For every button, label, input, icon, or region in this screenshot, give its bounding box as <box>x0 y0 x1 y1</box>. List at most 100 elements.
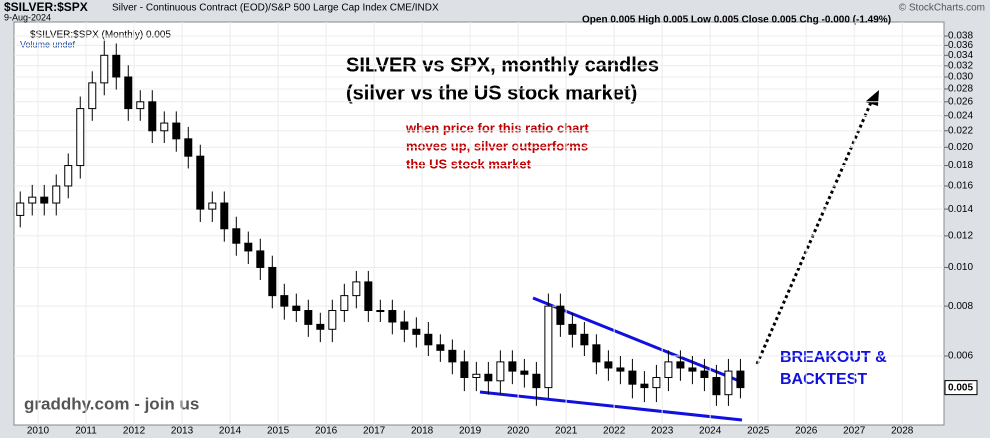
y-tick-label: 0.026 <box>948 96 973 107</box>
candle-body <box>88 82 97 110</box>
note-line: the US stock market <box>406 156 532 171</box>
x-tick-label: 2010 <box>27 426 50 437</box>
candle-body <box>196 155 205 210</box>
x-tick-label: 2016 <box>315 426 338 437</box>
candle-body <box>580 333 589 346</box>
candle-body <box>592 344 601 363</box>
watermark: graddhy.com - join us <box>24 394 199 413</box>
candle-body <box>604 361 613 369</box>
candle-body <box>304 310 313 325</box>
candle-body <box>688 367 697 372</box>
y-tick-label: 0.028 <box>948 84 973 95</box>
candle-body <box>508 361 517 372</box>
candle-body <box>352 281 361 297</box>
y-tick-label: 0.018 <box>948 160 973 171</box>
y-tick-label: 0.030 <box>948 72 973 83</box>
candle-body <box>700 370 709 379</box>
x-tick-label: 2028 <box>891 426 914 437</box>
description: Silver - Continuous Contract (EOD)/S&P 5… <box>112 3 439 14</box>
volume-label: Volume undef <box>20 39 76 49</box>
candle-body <box>316 323 325 330</box>
candle-body <box>520 370 529 375</box>
candle-body <box>208 202 217 210</box>
candle-body <box>124 76 133 110</box>
candle-body <box>172 122 181 140</box>
y-tick-label: 0.032 <box>948 60 973 71</box>
x-tick-label: 2011 <box>75 426 97 437</box>
candle-body <box>652 377 661 389</box>
candle-body <box>544 305 553 389</box>
date: 9-Aug-2024 <box>4 12 51 22</box>
callout-line: BACKTEST <box>780 371 867 388</box>
candle-body <box>340 295 349 312</box>
x-tick-label: 2025 <box>747 426 770 437</box>
candle-body <box>400 321 409 330</box>
y-tick-label: 0.034 <box>948 50 973 61</box>
note-line: moves up, silver outperforms <box>406 138 588 153</box>
title-line: SILVER vs SPX, monthly candles <box>346 54 659 76</box>
y-tick-label: 0.010 <box>948 262 973 273</box>
x-tick-label: 2024 <box>699 426 722 437</box>
candle-body <box>424 333 433 346</box>
candle-body <box>64 165 73 187</box>
title-line: (silver vs the US stock market) <box>346 82 637 104</box>
trend-line <box>479 390 743 422</box>
candle-body <box>640 383 649 389</box>
candle-body <box>712 377 721 396</box>
candle-body <box>676 361 685 369</box>
candle-body <box>268 266 277 297</box>
quote: Open 0.005 High 0.005 Low 0.005 Close 0.… <box>582 15 891 26</box>
candle-body <box>388 310 397 323</box>
x-tick-label: 2012 <box>123 426 146 437</box>
credit: © StockCharts.com <box>899 3 985 14</box>
candle-body <box>16 202 25 216</box>
candle-body <box>412 328 421 335</box>
candle-body <box>148 101 157 132</box>
candle-body <box>556 305 565 325</box>
candle-body <box>628 370 637 385</box>
candle-body <box>76 108 85 167</box>
candle-body <box>568 323 577 335</box>
candle-body <box>280 295 289 307</box>
y-tick-label: 0.038 <box>948 31 973 42</box>
x-tick-label: 2013 <box>171 426 194 437</box>
y-tick-label: 0.014 <box>948 204 973 215</box>
y-tick-label: 0.006 <box>948 351 973 362</box>
candle-body <box>496 361 505 382</box>
y-tick-label: 0.016 <box>948 181 973 192</box>
x-tick-label: 2023 <box>651 426 674 437</box>
candle-body <box>664 361 673 379</box>
x-tick-label: 2015 <box>267 426 290 437</box>
candle-body <box>532 373 541 389</box>
y-tick-label: 0.008 <box>948 301 973 312</box>
symbol: $SILVER:$SPX <box>4 0 88 14</box>
x-tick-label: 2017 <box>363 426 386 437</box>
candle-body <box>220 202 229 230</box>
candle-body <box>232 228 241 244</box>
candle-body <box>100 54 109 84</box>
price-tag: 0.005 <box>948 382 973 393</box>
candle-body <box>184 138 193 157</box>
candle-body <box>460 361 469 379</box>
candle-body <box>136 101 145 110</box>
x-tick-label: 2027 <box>843 426 866 437</box>
callout-line: BREAKOUT & <box>780 349 887 366</box>
x-tick-label: 2022 <box>603 426 626 437</box>
candle-body <box>28 196 37 204</box>
y-tick-label: 0.020 <box>948 142 973 153</box>
candle-body <box>160 122 169 132</box>
candle-body <box>112 54 121 78</box>
legend-label: $SILVER:$SPX (Monthly) 0.005 <box>30 30 171 41</box>
x-tick-label: 2020 <box>507 426 530 437</box>
candle-body <box>436 344 445 351</box>
candle-body <box>736 370 745 389</box>
x-tick-label: 2014 <box>219 426 242 437</box>
candle-body <box>328 310 337 330</box>
x-tick-label: 2021 <box>555 426 578 437</box>
trend-line <box>532 296 743 384</box>
candle-body <box>244 242 253 252</box>
y-tick-label: 0.012 <box>948 230 973 241</box>
y-tick-label: 0.024 <box>948 110 973 121</box>
x-tick-label: 2018 <box>411 426 434 437</box>
